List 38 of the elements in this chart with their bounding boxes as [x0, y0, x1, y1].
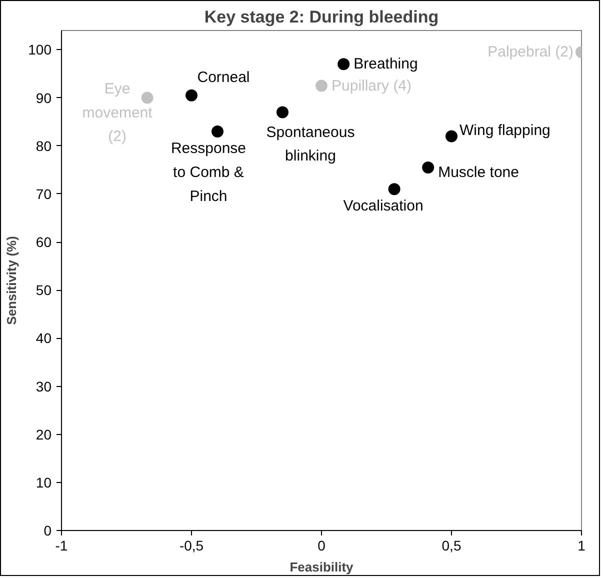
annotation: Vocalisation [343, 198, 424, 215]
point [388, 183, 400, 196]
point [338, 58, 350, 70]
point [316, 80, 328, 92]
annotation: Pupillary (4) [332, 77, 412, 94]
y-tick-label: 30 [36, 378, 52, 394]
y-tick-label: 40 [36, 330, 52, 346]
annotation: Muscle tone [438, 164, 519, 182]
x-tick-label: 1 [578, 538, 586, 554]
annotation: Wing flapping [460, 122, 550, 139]
y-tick-label: 100 [28, 42, 52, 58]
y-tick-label: 70 [36, 186, 52, 202]
annotation: Breathing [354, 56, 418, 73]
x-tick-label: 0 [318, 538, 326, 554]
annotation: Palpebral (2) [488, 44, 574, 61]
annotation: Corneal [197, 68, 250, 86]
y-tick-label: 0 [44, 522, 52, 538]
annotation: Spontaneous blinking [266, 124, 355, 165]
y-tick-label: 50 [36, 282, 52, 298]
x-tick-label: -1 [55, 538, 68, 554]
y-axis-title: Sensitivity (%) [4, 236, 20, 325]
point [141, 92, 154, 104]
point [276, 106, 288, 118]
x-tick-label: 0,5 [442, 538, 462, 554]
point [212, 125, 224, 138]
y-tick-label: 20 [36, 426, 52, 442]
point [186, 89, 198, 102]
x-axis-title: Feasibility [290, 560, 354, 574]
y-tick-label: 90 [36, 90, 52, 106]
chart-title: Key stage 2: During bleeding [204, 8, 439, 26]
y-tick-label: 80 [36, 138, 52, 154]
annotation: Ressponse to Comb & Pinch [170, 140, 246, 205]
y-tick-label: 60 [36, 234, 52, 250]
x-tick-label: -0,5 [179, 538, 204, 554]
annotation: Eye movement (2) [82, 80, 154, 146]
point [446, 130, 458, 142]
y-tick-label: 10 [36, 474, 52, 490]
point [422, 162, 434, 174]
